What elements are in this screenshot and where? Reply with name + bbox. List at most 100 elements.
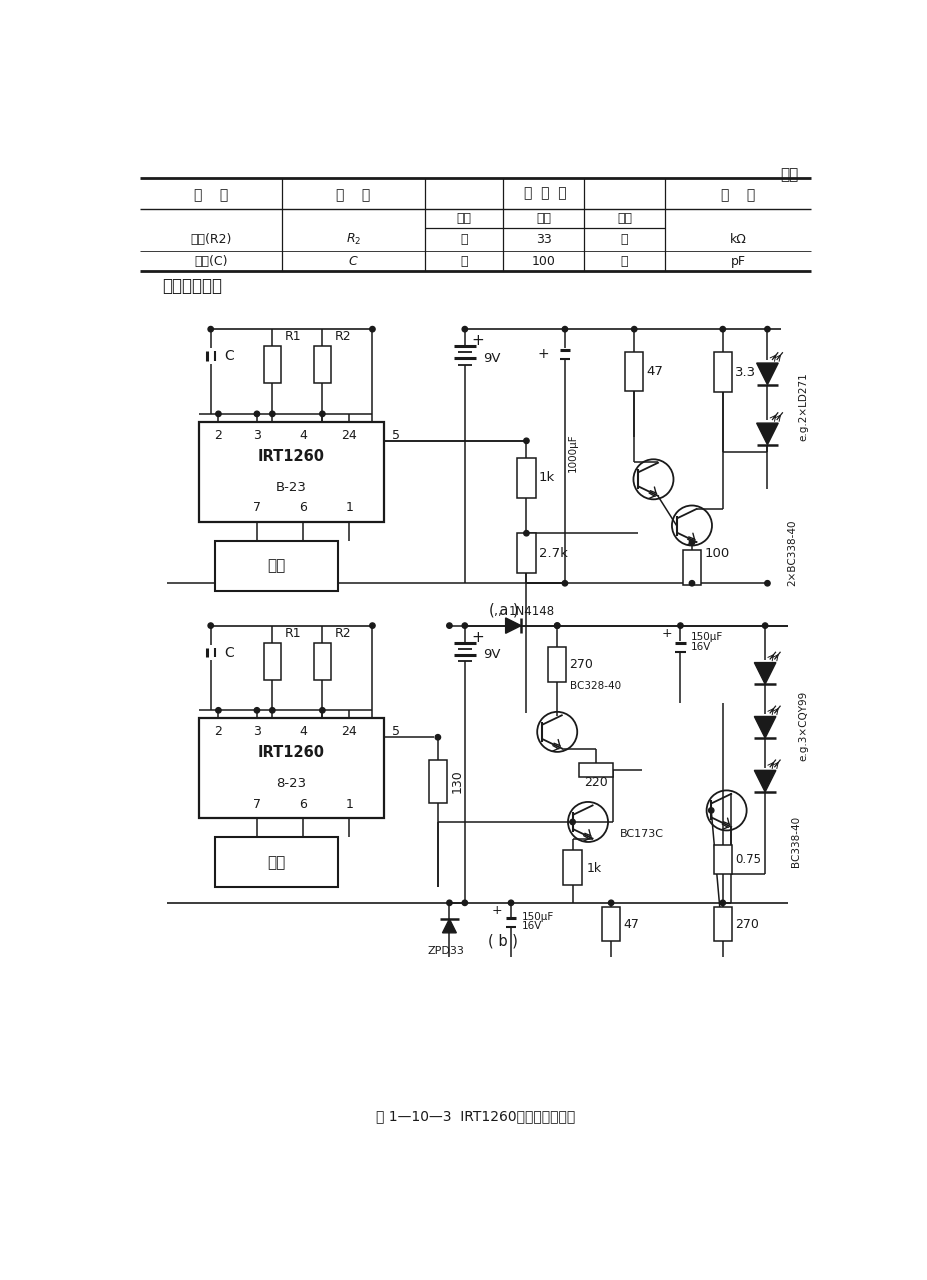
Text: 24: 24	[341, 726, 357, 739]
Bar	[313, 643, 331, 680]
Text: －: －	[460, 233, 467, 246]
Text: 最大: 最大	[616, 211, 631, 225]
Text: 续表: 续表	[780, 168, 798, 183]
Text: +: +	[471, 630, 483, 645]
Text: 参  数  值: 参 数 值	[523, 187, 565, 201]
Text: e.g.3×CQY99: e.g.3×CQY99	[798, 691, 807, 760]
Text: 130: 130	[450, 769, 463, 794]
Text: ( b ): ( b )	[488, 934, 517, 948]
Text: 1k: 1k	[539, 471, 554, 484]
Bar	[578, 763, 612, 777]
Text: 典型应用电路: 典型应用电路	[162, 276, 222, 294]
Text: 150μF: 150μF	[691, 632, 723, 643]
Circle shape	[719, 900, 725, 905]
Text: －: －	[620, 255, 628, 268]
Bar	[313, 346, 331, 383]
Text: 2: 2	[214, 726, 222, 739]
Bar	[713, 352, 731, 392]
Circle shape	[677, 623, 682, 628]
Text: BC173C: BC173C	[619, 828, 664, 838]
Text: 键盘: 键盘	[267, 855, 285, 870]
Text: ( a ): ( a )	[488, 603, 517, 618]
Bar	[624, 352, 642, 390]
Text: 5: 5	[392, 726, 400, 739]
Circle shape	[319, 411, 324, 416]
Text: 键盘: 键盘	[267, 558, 285, 573]
Text: +: +	[661, 627, 672, 640]
Polygon shape	[754, 717, 775, 739]
Text: 3: 3	[253, 726, 260, 739]
Text: 7: 7	[253, 502, 260, 515]
Text: 电容(C): 电容(C)	[194, 255, 228, 268]
Text: 16V: 16V	[691, 643, 711, 653]
Text: 33: 33	[535, 233, 551, 246]
Text: 3.3: 3.3	[734, 366, 756, 379]
Text: 5: 5	[392, 429, 400, 442]
Bar	[516, 534, 535, 573]
Text: ZPD33: ZPD33	[426, 946, 464, 956]
Circle shape	[215, 411, 221, 416]
Circle shape	[508, 900, 514, 905]
Circle shape	[208, 326, 213, 332]
Text: R2: R2	[335, 627, 351, 640]
Circle shape	[562, 326, 567, 332]
Bar	[682, 550, 701, 585]
Text: 4: 4	[298, 726, 307, 739]
Circle shape	[689, 581, 694, 586]
Text: 电阻(R2): 电阻(R2)	[190, 233, 232, 246]
Text: 100: 100	[704, 547, 729, 559]
Text: $R_2$: $R_2$	[346, 232, 361, 247]
Text: 220: 220	[583, 776, 607, 790]
Text: 9V: 9V	[483, 352, 501, 365]
Bar	[263, 643, 281, 680]
Circle shape	[523, 530, 528, 536]
Circle shape	[554, 623, 559, 628]
Text: 1: 1	[345, 797, 353, 810]
Polygon shape	[442, 919, 456, 933]
Circle shape	[446, 900, 451, 905]
Text: 2×BC338-40: 2×BC338-40	[786, 520, 796, 586]
Bar	[563, 850, 581, 884]
Circle shape	[215, 708, 221, 713]
Text: kΩ: kΩ	[729, 233, 746, 246]
Text: C: C	[224, 645, 235, 659]
Text: 1N4148: 1N4148	[508, 605, 554, 618]
Circle shape	[689, 540, 694, 545]
Bar	[516, 458, 535, 498]
Bar	[199, 421, 384, 522]
Text: 6: 6	[298, 502, 307, 515]
Circle shape	[254, 708, 260, 713]
Circle shape	[435, 735, 440, 740]
Text: R1: R1	[285, 627, 301, 640]
Bar	[263, 346, 281, 383]
Circle shape	[208, 623, 213, 628]
Text: －: －	[460, 255, 467, 268]
Text: 图 1—10—3  IRT1260典型应用电路图: 图 1—10—3 IRT1260典型应用电路图	[375, 1108, 575, 1123]
Text: 100: 100	[531, 255, 555, 268]
Text: 47: 47	[623, 918, 639, 931]
Circle shape	[608, 900, 613, 905]
Text: 7: 7	[253, 797, 260, 810]
Circle shape	[270, 411, 274, 416]
Polygon shape	[756, 424, 778, 444]
Text: $C$: $C$	[348, 255, 359, 268]
Bar	[199, 718, 384, 818]
Text: 2.7k: 2.7k	[539, 547, 567, 559]
Bar	[214, 837, 337, 887]
Bar	[214, 541, 337, 591]
Text: 符    号: 符 号	[337, 188, 370, 202]
Polygon shape	[756, 364, 778, 384]
Bar	[713, 845, 731, 874]
Circle shape	[764, 326, 769, 332]
Text: 9V: 9V	[483, 649, 501, 662]
Text: pF: pF	[730, 255, 745, 268]
Text: 4: 4	[298, 429, 307, 442]
Text: BC338-40: BC338-40	[790, 815, 800, 867]
Text: +: +	[538, 347, 549, 361]
Text: BC328-40: BC328-40	[569, 681, 620, 691]
Circle shape	[446, 623, 451, 628]
Circle shape	[254, 411, 260, 416]
Text: 150μF: 150μF	[521, 911, 553, 922]
Polygon shape	[754, 663, 775, 684]
Circle shape	[764, 581, 769, 586]
